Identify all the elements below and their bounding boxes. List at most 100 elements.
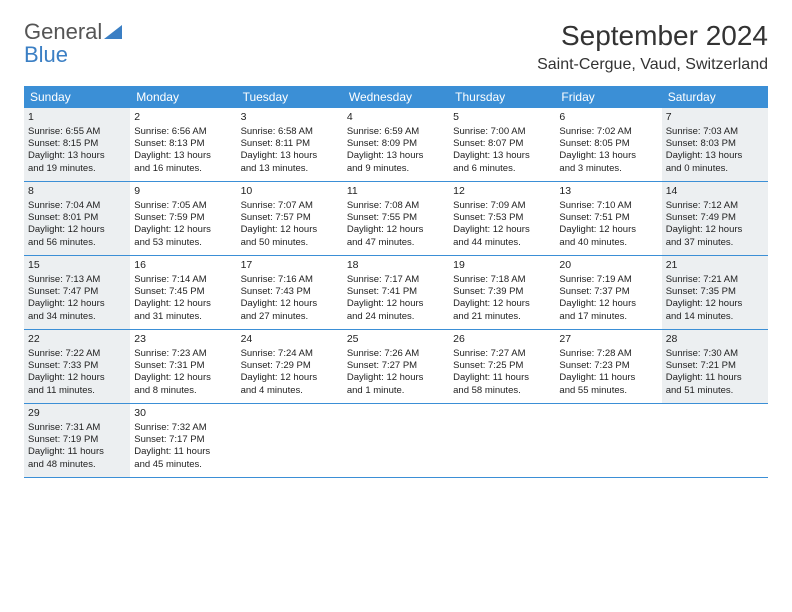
day-dl1: Daylight: 13 hours (28, 150, 126, 162)
day-number: 11 (347, 185, 445, 199)
logo-text: General Blue (24, 20, 122, 66)
day-dl1: Daylight: 12 hours (134, 298, 232, 310)
weekday-header: Tuesday (237, 86, 343, 108)
day-dl2: and 58 minutes. (453, 385, 551, 397)
day-dl2: and 19 minutes. (28, 163, 126, 175)
day-cell: 20Sunrise: 7:19 AMSunset: 7:37 PMDayligh… (555, 256, 661, 329)
day-sunset: Sunset: 7:37 PM (559, 286, 657, 298)
day-dl1: Daylight: 13 hours (241, 150, 339, 162)
month-title: September 2024 (537, 20, 768, 52)
day-dl2: and 48 minutes. (28, 459, 126, 471)
weekday-header: Saturday (662, 86, 768, 108)
day-dl1: Daylight: 13 hours (559, 150, 657, 162)
day-sunrise: Sunrise: 7:13 AM (28, 274, 126, 286)
day-sunrise: Sunrise: 7:28 AM (559, 348, 657, 360)
location: Saint-Cergue, Vaud, Switzerland (537, 56, 768, 74)
day-cell: 12Sunrise: 7:09 AMSunset: 7:53 PMDayligh… (449, 182, 555, 255)
day-dl1: Daylight: 13 hours (134, 150, 232, 162)
day-sunrise: Sunrise: 7:04 AM (28, 200, 126, 212)
day-number: 6 (559, 111, 657, 125)
day-cell (449, 404, 555, 477)
title-block: September 2024 Saint-Cergue, Vaud, Switz… (537, 20, 768, 74)
day-number: 17 (241, 259, 339, 273)
day-sunset: Sunset: 7:53 PM (453, 212, 551, 224)
day-number: 7 (666, 111, 764, 125)
day-dl2: and 44 minutes. (453, 237, 551, 249)
weekday-header-row: SundayMondayTuesdayWednesdayThursdayFrid… (24, 86, 768, 108)
day-dl1: Daylight: 12 hours (666, 298, 764, 310)
day-dl2: and 1 minute. (347, 385, 445, 397)
day-cell: 2Sunrise: 6:56 AMSunset: 8:13 PMDaylight… (130, 108, 236, 181)
day-dl2: and 51 minutes. (666, 385, 764, 397)
day-dl2: and 8 minutes. (134, 385, 232, 397)
day-sunset: Sunset: 7:17 PM (134, 434, 232, 446)
weekday-header: Wednesday (343, 86, 449, 108)
day-number: 29 (28, 407, 126, 421)
day-dl1: Daylight: 12 hours (28, 224, 126, 236)
week-row: 1Sunrise: 6:55 AMSunset: 8:15 PMDaylight… (24, 108, 768, 182)
day-sunrise: Sunrise: 6:56 AM (134, 126, 232, 138)
day-sunrise: Sunrise: 7:10 AM (559, 200, 657, 212)
day-dl1: Daylight: 12 hours (241, 224, 339, 236)
day-sunset: Sunset: 7:23 PM (559, 360, 657, 372)
day-sunset: Sunset: 7:25 PM (453, 360, 551, 372)
day-dl2: and 11 minutes. (28, 385, 126, 397)
day-sunset: Sunset: 7:39 PM (453, 286, 551, 298)
day-number: 13 (559, 185, 657, 199)
day-dl2: and 55 minutes. (559, 385, 657, 397)
day-dl1: Daylight: 12 hours (241, 372, 339, 384)
day-dl2: and 17 minutes. (559, 311, 657, 323)
day-dl2: and 24 minutes. (347, 311, 445, 323)
header: General Blue September 2024 Saint-Cergue… (24, 20, 768, 74)
day-sunset: Sunset: 8:09 PM (347, 138, 445, 150)
day-dl2: and 56 minutes. (28, 237, 126, 249)
day-dl1: Daylight: 12 hours (347, 298, 445, 310)
day-cell: 28Sunrise: 7:30 AMSunset: 7:21 PMDayligh… (662, 330, 768, 403)
day-cell: 5Sunrise: 7:00 AMSunset: 8:07 PMDaylight… (449, 108, 555, 181)
day-dl1: Daylight: 12 hours (28, 298, 126, 310)
day-dl2: and 31 minutes. (134, 311, 232, 323)
day-sunset: Sunset: 8:13 PM (134, 138, 232, 150)
day-dl2: and 14 minutes. (666, 311, 764, 323)
day-cell: 9Sunrise: 7:05 AMSunset: 7:59 PMDaylight… (130, 182, 236, 255)
day-sunrise: Sunrise: 7:16 AM (241, 274, 339, 286)
day-sunrise: Sunrise: 7:21 AM (666, 274, 764, 286)
day-cell: 13Sunrise: 7:10 AMSunset: 7:51 PMDayligh… (555, 182, 661, 255)
calendar: SundayMondayTuesdayWednesdayThursdayFrid… (24, 86, 768, 478)
day-sunset: Sunset: 7:59 PM (134, 212, 232, 224)
day-sunrise: Sunrise: 7:02 AM (559, 126, 657, 138)
day-cell: 22Sunrise: 7:22 AMSunset: 7:33 PMDayligh… (24, 330, 130, 403)
day-cell: 19Sunrise: 7:18 AMSunset: 7:39 PMDayligh… (449, 256, 555, 329)
day-dl1: Daylight: 12 hours (666, 224, 764, 236)
day-sunrise: Sunrise: 7:31 AM (28, 422, 126, 434)
day-sunset: Sunset: 7:45 PM (134, 286, 232, 298)
day-dl2: and 40 minutes. (559, 237, 657, 249)
day-sunset: Sunset: 7:43 PM (241, 286, 339, 298)
day-dl1: Daylight: 12 hours (559, 298, 657, 310)
day-sunrise: Sunrise: 7:27 AM (453, 348, 551, 360)
day-sunrise: Sunrise: 7:08 AM (347, 200, 445, 212)
day-cell: 25Sunrise: 7:26 AMSunset: 7:27 PMDayligh… (343, 330, 449, 403)
day-number: 21 (666, 259, 764, 273)
day-cell: 14Sunrise: 7:12 AMSunset: 7:49 PMDayligh… (662, 182, 768, 255)
day-number: 4 (347, 111, 445, 125)
day-sunrise: Sunrise: 7:18 AM (453, 274, 551, 286)
day-dl1: Daylight: 12 hours (559, 224, 657, 236)
day-number: 9 (134, 185, 232, 199)
day-dl2: and 27 minutes. (241, 311, 339, 323)
day-dl1: Daylight: 11 hours (666, 372, 764, 384)
weekday-header: Friday (555, 86, 661, 108)
day-sunset: Sunset: 8:05 PM (559, 138, 657, 150)
day-dl1: Daylight: 12 hours (28, 372, 126, 384)
day-cell: 3Sunrise: 6:58 AMSunset: 8:11 PMDaylight… (237, 108, 343, 181)
day-sunset: Sunset: 7:27 PM (347, 360, 445, 372)
day-dl2: and 13 minutes. (241, 163, 339, 175)
day-cell: 6Sunrise: 7:02 AMSunset: 8:05 PMDaylight… (555, 108, 661, 181)
day-cell: 8Sunrise: 7:04 AMSunset: 8:01 PMDaylight… (24, 182, 130, 255)
day-sunrise: Sunrise: 7:03 AM (666, 126, 764, 138)
weekday-header: Thursday (449, 86, 555, 108)
day-dl2: and 37 minutes. (666, 237, 764, 249)
day-sunset: Sunset: 7:29 PM (241, 360, 339, 372)
day-sunrise: Sunrise: 6:55 AM (28, 126, 126, 138)
day-sunrise: Sunrise: 6:58 AM (241, 126, 339, 138)
